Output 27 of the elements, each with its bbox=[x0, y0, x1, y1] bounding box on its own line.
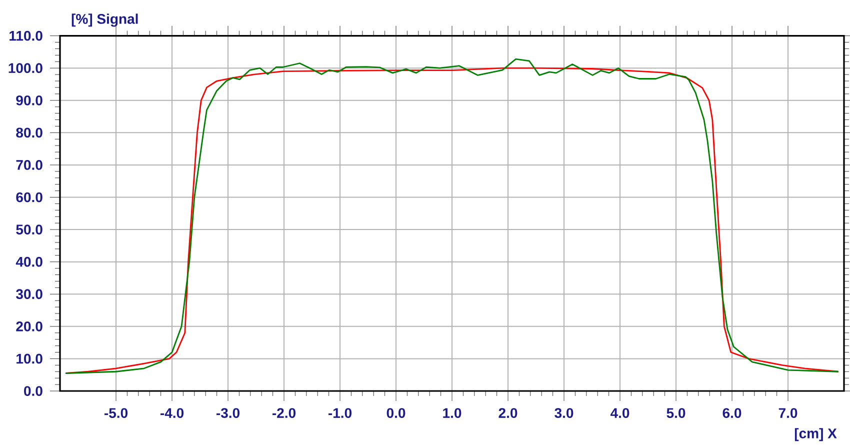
y-tick-label: 100.0 bbox=[8, 63, 42, 74]
x-tick-label: 2.0 bbox=[498, 408, 518, 418]
y-tick-label: 80.0 bbox=[16, 128, 42, 138]
y-tick-label: 0.0 bbox=[24, 386, 42, 396]
x-tick-label: -2.0 bbox=[272, 408, 296, 418]
y-tick-label: 90.0 bbox=[16, 95, 42, 106]
y-tick-label: 50.0 bbox=[16, 224, 42, 234]
x-axis-title: [cm] X bbox=[794, 428, 837, 442]
y-tick-label: 30.0 bbox=[16, 289, 42, 300]
y-tick-label: 70.0 bbox=[16, 160, 42, 170]
y-tick-label: 60.0 bbox=[16, 192, 42, 202]
x-tick-label: -1.0 bbox=[328, 408, 352, 418]
x-tick-label: 7.0 bbox=[778, 408, 798, 418]
y-tick-label: 20.0 bbox=[16, 321, 42, 332]
y-tick-label: 40.0 bbox=[16, 256, 42, 267]
x-tick-label: -5.0 bbox=[104, 408, 128, 418]
x-tick-label: -4.0 bbox=[160, 408, 184, 418]
x-tick-label: 1.0 bbox=[443, 408, 462, 418]
x-tick-label: 4.0 bbox=[610, 408, 630, 418]
x-tick-label: 3.0 bbox=[554, 408, 574, 418]
y-axis-title: [%] Signal bbox=[72, 14, 138, 27]
x-tick-label: 6.0 bbox=[722, 408, 742, 418]
x-tick-label: -3.0 bbox=[216, 408, 240, 418]
y-tick-label: 110.0 bbox=[10, 30, 42, 41]
x-tick-label: 5.0 bbox=[666, 408, 686, 418]
y-tick-label: 10.0 bbox=[16, 354, 42, 364]
x-tick-label: 0.0 bbox=[386, 408, 406, 418]
